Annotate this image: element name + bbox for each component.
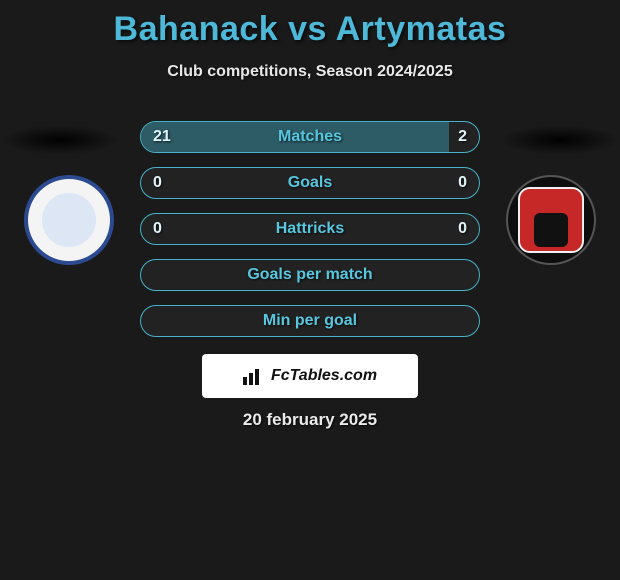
stat-bar-left-value: 0 bbox=[153, 174, 162, 192]
brand-box[interactable]: FcTables.com bbox=[202, 354, 418, 398]
stat-bar-right-value: 0 bbox=[458, 174, 467, 192]
stat-bar: Goals 0 0 bbox=[140, 167, 480, 199]
page-title: Bahanack vs Artymatas bbox=[0, 0, 620, 49]
stat-bar-label: Min per goal bbox=[263, 312, 357, 330]
stat-bar-label: Hattricks bbox=[276, 220, 344, 238]
stat-bar-left-value: 21 bbox=[153, 128, 171, 146]
stat-bar-label: Matches bbox=[278, 128, 342, 146]
player-shadow-left bbox=[0, 125, 120, 155]
club-badge-left bbox=[24, 175, 114, 265]
stat-bar-right-value: 0 bbox=[458, 220, 467, 238]
brand-label: FcTables.com bbox=[271, 367, 377, 385]
stat-bar: Goals per match bbox=[140, 259, 480, 291]
chart-icon bbox=[243, 367, 265, 385]
stat-bar-label: Goals bbox=[288, 174, 332, 192]
player-shadow-right bbox=[500, 125, 620, 155]
stat-bar: Min per goal bbox=[140, 305, 480, 337]
stat-bar: Matches 21 2 bbox=[140, 121, 480, 153]
stat-bar-left-value: 0 bbox=[153, 220, 162, 238]
subtitle: Club competitions, Season 2024/2025 bbox=[0, 63, 620, 81]
stat-bar-right-value: 2 bbox=[458, 128, 467, 146]
club-badge-right bbox=[506, 175, 596, 265]
stat-bars: Matches 21 2 Goals 0 0 Hattricks 0 0 Goals per ma… bbox=[140, 121, 480, 351]
stat-bar: Hattricks 0 0 bbox=[140, 213, 480, 245]
date-label: 20 february 2025 bbox=[0, 410, 620, 430]
stat-bar-label: Goals per match bbox=[247, 266, 372, 284]
